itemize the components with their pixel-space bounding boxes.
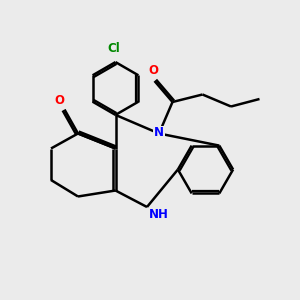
Text: Cl: Cl: [108, 43, 120, 56]
Text: NH: NH: [148, 208, 168, 221]
Text: O: O: [54, 94, 64, 106]
Text: O: O: [148, 64, 158, 76]
Text: N: N: [154, 126, 164, 140]
